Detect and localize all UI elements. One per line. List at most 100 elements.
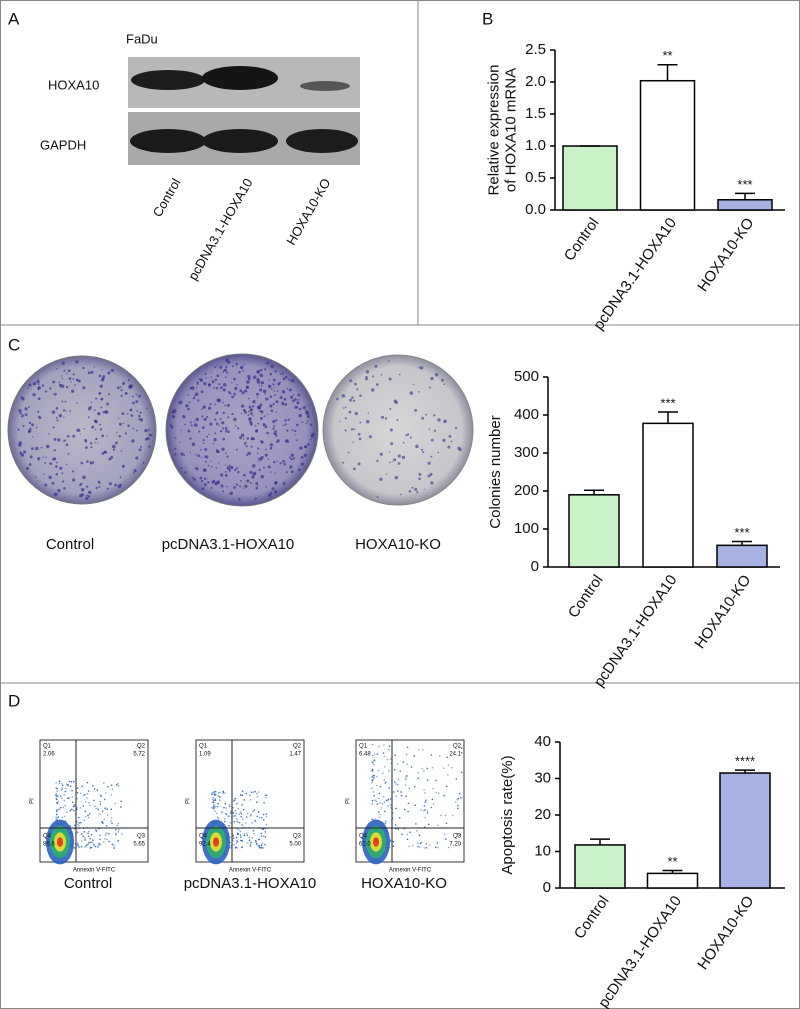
event (244, 822, 247, 824)
colony (101, 452, 105, 455)
y-tick-label: 2.5 (525, 41, 546, 58)
colony (228, 469, 232, 472)
event (233, 820, 235, 823)
colony (415, 444, 419, 449)
event (405, 775, 408, 777)
quadrant-value: 92.4 (199, 842, 211, 848)
colony (127, 424, 130, 427)
colony (233, 417, 237, 422)
quadrant-name: Q2 (137, 744, 146, 750)
colony (84, 438, 87, 442)
colony (290, 395, 294, 399)
event (382, 795, 385, 798)
event (55, 782, 57, 784)
colony (227, 360, 231, 364)
colony (381, 415, 385, 419)
event (250, 791, 253, 793)
colony (207, 406, 212, 410)
colony (272, 378, 276, 382)
colony (216, 374, 220, 378)
event (213, 804, 215, 806)
event (371, 770, 374, 772)
colony (200, 479, 204, 483)
event (388, 748, 390, 751)
event (78, 825, 80, 827)
colony (99, 384, 103, 388)
colony (260, 381, 265, 385)
colony (262, 389, 267, 394)
colony (421, 416, 425, 420)
colony (193, 421, 195, 423)
colony (225, 452, 227, 455)
colony (282, 424, 285, 427)
colony (201, 408, 203, 411)
colony (430, 481, 434, 485)
colony (37, 410, 40, 413)
colony (270, 409, 274, 413)
event (425, 799, 427, 802)
event (375, 800, 378, 803)
event (252, 791, 255, 794)
colony (197, 454, 201, 457)
event (214, 797, 217, 800)
event (422, 809, 425, 812)
event (87, 832, 89, 835)
event (97, 808, 99, 811)
colony (341, 394, 346, 398)
colony (199, 476, 203, 480)
colony (248, 405, 252, 409)
colony (216, 364, 219, 366)
x-tick-label: Control (565, 572, 607, 621)
colony (358, 437, 362, 441)
colony (35, 446, 39, 451)
event (384, 782, 387, 784)
event (73, 804, 76, 806)
colony (94, 428, 97, 431)
colony (53, 492, 58, 497)
event (374, 818, 376, 820)
event (410, 766, 413, 768)
event (426, 812, 429, 814)
colony (72, 434, 76, 438)
colony (235, 362, 238, 365)
event (406, 838, 409, 841)
event (384, 810, 386, 813)
event (383, 744, 385, 746)
colony (419, 366, 424, 370)
event (239, 834, 242, 836)
event (236, 840, 239, 843)
event (446, 774, 449, 776)
colony (194, 394, 196, 397)
event (55, 818, 57, 821)
event (392, 812, 394, 814)
colony (223, 383, 227, 387)
colony (101, 434, 104, 438)
colony (305, 410, 309, 415)
colony (259, 403, 263, 407)
event (242, 808, 245, 811)
event (392, 840, 395, 843)
event (371, 803, 373, 805)
event (457, 797, 460, 800)
colony (88, 490, 92, 495)
colony (245, 454, 249, 457)
event (252, 829, 255, 832)
bar (646, 872, 699, 889)
colony (100, 397, 104, 401)
colony (242, 370, 245, 372)
colony (357, 462, 361, 466)
colony (98, 391, 102, 395)
event (387, 799, 389, 802)
colony (197, 399, 200, 402)
event (223, 806, 225, 809)
event (265, 796, 267, 799)
event (78, 846, 80, 848)
colony (273, 425, 276, 428)
colony (133, 469, 137, 473)
event (235, 815, 237, 817)
event (120, 806, 122, 808)
colony (228, 464, 231, 467)
event (262, 819, 265, 821)
event (459, 834, 461, 836)
colony (211, 380, 215, 384)
